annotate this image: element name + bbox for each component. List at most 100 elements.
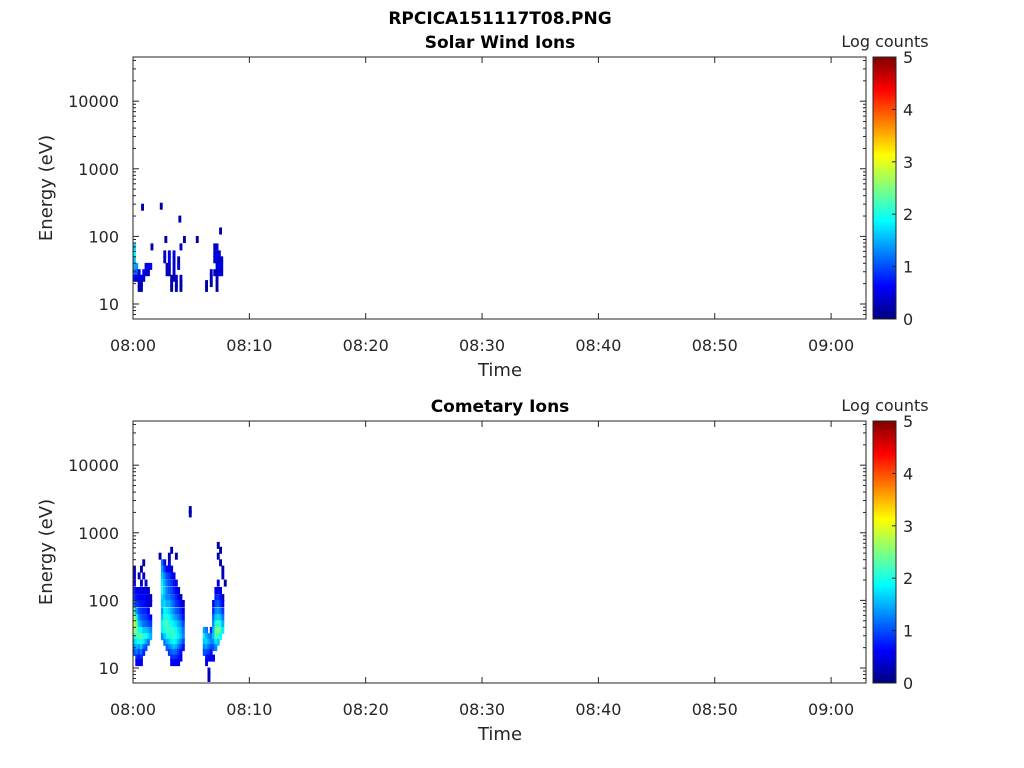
- heatmap-cell: [140, 620, 143, 628]
- heatmap-cell: [216, 587, 220, 594]
- heatmap-cell: [142, 620, 146, 628]
- heatmap-cell: [163, 572, 167, 580]
- heatmap-cell: [160, 565, 164, 573]
- heatmap-cell: [177, 587, 181, 594]
- heatmap-cell: [181, 644, 185, 652]
- heatmap-cell: [207, 633, 211, 641]
- heatmap-cell: [172, 256, 176, 264]
- heatmap-cell: [212, 620, 215, 628]
- heatmap-cell: [137, 607, 141, 615]
- heatmap-cell: [213, 256, 217, 264]
- heatmap-cell: [163, 587, 167, 594]
- heatmap-cell: [149, 594, 153, 602]
- heatmap-cell: [205, 626, 208, 634]
- x-axis-label: Time: [477, 360, 522, 381]
- y-axis-label: Energy (eV): [36, 135, 57, 241]
- axes-box: [132, 56, 867, 320]
- heatmap-cell: [212, 644, 215, 652]
- heatmap-cell: [216, 600, 220, 607]
- heatmap-cell: [142, 607, 146, 615]
- heatmap-cell: [140, 659, 143, 667]
- heatmap-cell: [172, 614, 176, 622]
- colorbar-tick-label: 0: [903, 310, 913, 329]
- heatmap-cell: [137, 600, 141, 607]
- heatmap-cell: [147, 638, 150, 646]
- x-tick-label: 08:00: [110, 700, 156, 719]
- colorbar-tick-label: 3: [903, 517, 913, 536]
- heatmap-cell: [174, 594, 178, 602]
- heatmap-cell: [141, 203, 144, 211]
- heatmap-cell: [133, 626, 136, 634]
- heatmap-cell: [215, 250, 219, 258]
- heatmap-cell: [147, 587, 150, 594]
- heatmap-cell: [172, 262, 176, 270]
- heatmap-cell: [219, 620, 222, 628]
- heatmap-cell: [133, 269, 136, 277]
- heatmap-cell: [174, 587, 178, 594]
- x-tick-label: 08:40: [575, 700, 621, 719]
- heatmap-cell: [170, 659, 174, 667]
- heatmap-cell: [144, 644, 148, 652]
- colorbar-gradient: [872, 420, 897, 684]
- heatmap-cell: [215, 256, 219, 264]
- heatmap-cell: [181, 626, 185, 634]
- heatmap-cell: [167, 607, 171, 615]
- heatmap-cell: [137, 633, 141, 641]
- heatmap-cell: [164, 236, 168, 243]
- heatmap-cell: [165, 262, 169, 270]
- heatmap-cell: [177, 626, 181, 634]
- heatmap-cell: [167, 269, 171, 277]
- heatmap-cell: [179, 607, 183, 615]
- heatmap-cell: [163, 594, 167, 602]
- heatmap-cell: [170, 572, 174, 580]
- y-tick-label: 10: [99, 295, 119, 314]
- heatmap-cell: [221, 607, 225, 615]
- heatmap-cell: [147, 614, 150, 622]
- x-tick-label: 08:40: [575, 336, 621, 355]
- heatmap-cell: [174, 620, 178, 628]
- y-axis-label: Energy (eV): [36, 499, 57, 605]
- heatmap-cell: [215, 274, 219, 282]
- heatmap-cell: [212, 600, 215, 607]
- heatmap-cell: [147, 262, 150, 270]
- heatmap-cell: [140, 284, 143, 292]
- heatmap-cell: [163, 600, 167, 607]
- heatmap-cell: [172, 600, 176, 607]
- heatmap-cell: [174, 284, 178, 292]
- heatmap-cell: [172, 626, 176, 634]
- panel-solar-wind-ions: Solar Wind Ions Time Energy (eV) Log cou…: [36, 32, 929, 381]
- heatmap-cell: [202, 626, 206, 634]
- heatmap-cell: [149, 626, 153, 634]
- heatmap-cell: [144, 262, 148, 270]
- heatmap-cell: [167, 579, 171, 587]
- heatmap-cell: [207, 667, 211, 675]
- heatmap-cell: [170, 587, 174, 594]
- heatmap-cell: [140, 274, 143, 282]
- heatmap-cell: [212, 654, 215, 662]
- panel-cometary-ions: Cometary Ions Time Energy (eV) Log count…: [36, 396, 929, 745]
- heatmap-cell: [216, 594, 220, 602]
- heatmap-cell: [167, 262, 171, 270]
- heatmap-cell: [142, 600, 146, 607]
- x-tick-label: 08:20: [343, 700, 389, 719]
- heatmap-cell: [209, 644, 213, 652]
- heatmap-cell: [137, 587, 141, 594]
- heatmap-cell: [140, 600, 143, 607]
- heatmap-cell: [165, 269, 169, 277]
- heatmap-cell: [137, 638, 141, 646]
- heatmap-cell: [212, 614, 215, 622]
- x-tick-label: 09:00: [808, 700, 854, 719]
- heatmap-cell: [137, 659, 141, 667]
- heatmap-cell: [172, 269, 176, 277]
- heatmap-cell: [174, 274, 178, 282]
- heatmap-cell: [144, 269, 148, 277]
- heatmap-cell: [140, 280, 143, 288]
- heatmap-cell: [174, 600, 178, 607]
- heatmap-cell: [214, 626, 218, 634]
- colorbar-tick-label: 1: [903, 258, 913, 277]
- heatmap-cell: [202, 648, 206, 656]
- heatmap-cell: [167, 559, 171, 567]
- heatmap-cell: [133, 648, 136, 656]
- heatmap-cell: [177, 648, 181, 656]
- heatmap-cell: [160, 559, 164, 567]
